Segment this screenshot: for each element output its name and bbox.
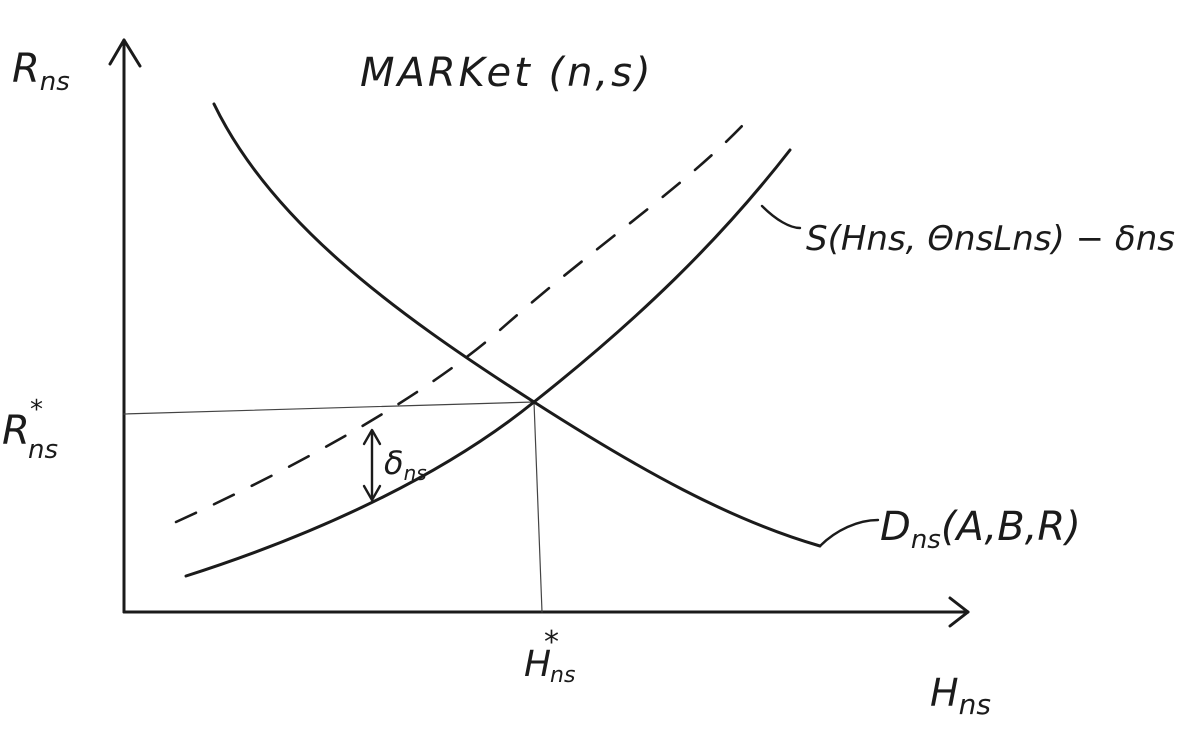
equilibrium-quantity-label-main: H <box>524 644 551 685</box>
supply-curve-label: S(Hns, ΘnsLns) − δns <box>806 219 1175 259</box>
demand-curve-label: Dns(A,B,R) <box>880 504 1081 555</box>
wedge-label-sub: ns <box>404 461 427 485</box>
axes <box>108 38 970 628</box>
demand-label-sub: ns <box>911 525 941 555</box>
equilibrium-price-label: R * ns <box>2 395 58 465</box>
demand-label-args: (A,B,R) <box>941 504 1081 550</box>
equilibrium-quantity-guide <box>533 401 543 613</box>
y-axis-label-main: R <box>12 46 40 92</box>
x-axis-label-sub: ns <box>959 688 991 721</box>
demand-curve <box>212 102 822 548</box>
shifted-supply-curve-dashed <box>174 124 744 524</box>
equilibrium-quantity-label: H * ns <box>524 625 575 688</box>
supply-label-leader <box>760 204 802 230</box>
equilibrium-guides <box>123 401 543 613</box>
x-axis-label-main: H <box>930 671 959 715</box>
y-axis-label-sub: ns <box>40 67 70 97</box>
equilibrium-quantity-label-sub: ns <box>550 663 575 688</box>
equilibrium-price-guide <box>123 401 535 415</box>
wedge-arrow-head-bottom <box>362 484 382 502</box>
demand-label-main: D <box>880 504 911 550</box>
diagram-title: MARKet (n,s) <box>360 50 654 96</box>
demand-label-leader <box>818 518 880 548</box>
y-axis-arrowhead <box>108 38 142 68</box>
y-axis-label: Rns <box>12 46 70 97</box>
supply-curve <box>184 148 792 578</box>
equilibrium-price-label-main: R <box>2 408 30 454</box>
wedge-arrow <box>362 428 382 502</box>
equilibrium-price-label-sup: * <box>30 395 43 425</box>
wedge-arrow-head-top <box>362 428 382 446</box>
wedge-label-main: δ <box>384 444 404 482</box>
x-axis-arrowhead <box>948 596 970 628</box>
equilibrium-quantity-label-sup: * <box>544 625 559 660</box>
equilibrium-price-label-sub: ns <box>28 435 58 465</box>
wedge-label: δns <box>384 444 427 485</box>
x-axis-label: Hns <box>930 671 991 721</box>
